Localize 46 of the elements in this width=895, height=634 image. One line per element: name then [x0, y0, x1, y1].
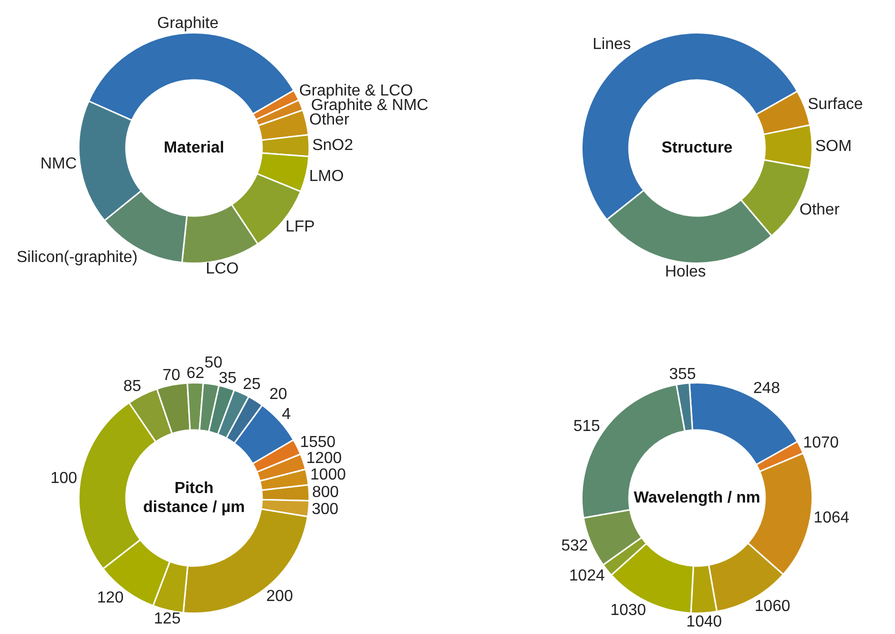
slice-label: 62 [186, 364, 204, 382]
slice-label: LFP [286, 218, 315, 236]
slice-label: 50 [204, 354, 222, 372]
slice-label: 25 [242, 376, 261, 393]
slice-label: 1030 [610, 602, 646, 619]
slice-label: 800 [312, 484, 339, 501]
slice-label: 100 [50, 470, 78, 488]
slice-label: Holes [665, 263, 706, 280]
slice-label: 300 [312, 501, 339, 518]
text: Pitch distance / µm [143, 480, 245, 516]
slice-label: 20 [269, 386, 288, 404]
slice-label: 1550 [300, 434, 336, 452]
slice-label: Graphite [157, 15, 219, 32]
text: Structure [661, 139, 733, 156]
slice-label: Graphite & LCO [299, 82, 413, 100]
text: Wavelength / nm [634, 489, 760, 506]
slice-label: LMO [309, 168, 344, 185]
slice-label: 1000 [310, 466, 346, 484]
slice-label: 125 [154, 610, 181, 628]
slice-label: 1070 [803, 434, 839, 452]
slice-label: Other [309, 112, 350, 129]
slice-label: Other [800, 201, 840, 218]
slice-label: NMC [40, 156, 77, 173]
slice-label: 1064 [814, 510, 850, 527]
slice-label: 1200 [306, 450, 342, 468]
text: Material [164, 139, 224, 156]
slice-label: LCO [206, 260, 239, 278]
slice-label: Graphite & NMC [310, 96, 428, 114]
slice-label: 515 [573, 418, 600, 436]
slice-label: 532 [561, 537, 588, 554]
slice-label: 355 [669, 366, 696, 383]
slice-label: 4 [282, 406, 291, 424]
slice-label: SOM [815, 138, 852, 155]
slice-label: 35 [218, 370, 237, 387]
slice-label: 1060 [754, 598, 790, 616]
slice-label: 248 [753, 380, 780, 397]
slice-label: Lines [592, 36, 631, 54]
slice-label: 200 [266, 588, 294, 605]
slice-label: Silicon(-graphite) [16, 248, 138, 266]
slice-label: 70 [162, 367, 180, 384]
slice-label: 85 [123, 378, 142, 395]
slice-label: 120 [96, 590, 124, 607]
slice-label: Surface [808, 96, 864, 113]
slice-label: SnO2 [312, 136, 354, 154]
slice-label: 1040 [686, 614, 722, 631]
slice-label: 1024 [569, 567, 605, 584]
